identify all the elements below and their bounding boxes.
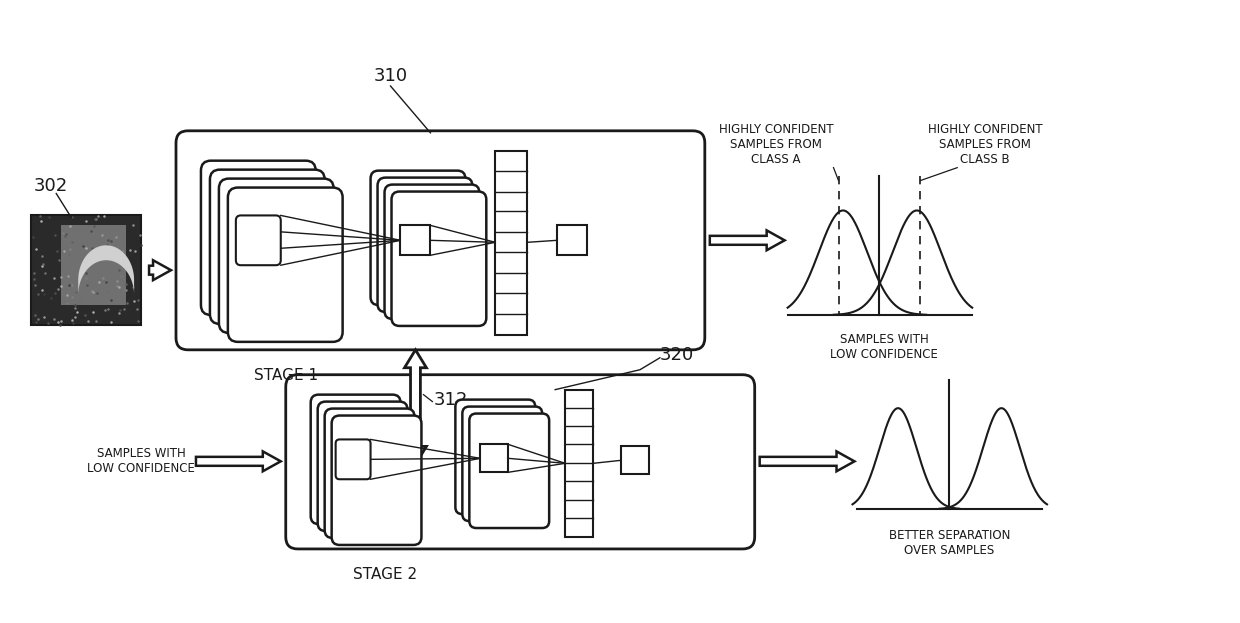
Text: BETTER SEPARATION
OVER SAMPLES: BETTER SEPARATION OVER SAMPLES	[889, 529, 1009, 557]
FancyBboxPatch shape	[201, 161, 316, 315]
Bar	[401, 226, 430, 255]
FancyBboxPatch shape	[317, 402, 408, 531]
Polygon shape	[760, 452, 854, 471]
Polygon shape	[196, 452, 280, 471]
Bar	[565, 389, 593, 537]
FancyBboxPatch shape	[455, 399, 536, 514]
FancyBboxPatch shape	[384, 184, 480, 319]
Text: SAMPLES WITH
LOW CONFIDENCE: SAMPLES WITH LOW CONFIDENCE	[831, 333, 939, 361]
FancyBboxPatch shape	[210, 169, 325, 324]
FancyBboxPatch shape	[377, 178, 472, 312]
FancyBboxPatch shape	[176, 131, 704, 350]
Text: 310: 310	[373, 67, 408, 85]
Bar	[621, 447, 649, 474]
Bar	[495, 151, 527, 335]
Text: 312: 312	[434, 391, 467, 409]
FancyBboxPatch shape	[228, 188, 342, 342]
Polygon shape	[709, 231, 785, 250]
Polygon shape	[404, 350, 427, 464]
Bar	[480, 444, 508, 472]
Text: 320: 320	[660, 346, 694, 364]
PathPatch shape	[78, 245, 134, 295]
FancyBboxPatch shape	[311, 394, 401, 524]
Text: STAGE 2: STAGE 2	[353, 567, 418, 582]
Text: 302: 302	[35, 176, 68, 194]
Bar	[31, 216, 141, 325]
FancyBboxPatch shape	[463, 407, 542, 521]
FancyBboxPatch shape	[371, 171, 465, 305]
Bar	[557, 226, 587, 255]
FancyBboxPatch shape	[285, 374, 755, 549]
FancyBboxPatch shape	[325, 409, 414, 538]
FancyBboxPatch shape	[236, 216, 280, 265]
Polygon shape	[149, 260, 171, 280]
Text: SAMPLES WITH
LOW CONFIDENCE: SAMPLES WITH LOW CONFIDENCE	[87, 447, 195, 475]
FancyBboxPatch shape	[469, 414, 549, 528]
Bar	[61, 226, 126, 305]
FancyBboxPatch shape	[336, 439, 371, 479]
FancyBboxPatch shape	[392, 191, 486, 326]
Text: STAGE 1: STAGE 1	[254, 368, 317, 383]
FancyBboxPatch shape	[331, 416, 422, 545]
Text: HIGHLY CONFIDENT
SAMPLES FROM
CLASS B: HIGHLY CONFIDENT SAMPLES FROM CLASS B	[928, 123, 1043, 166]
Text: HIGHLY CONFIDENT
SAMPLES FROM
CLASS A: HIGHLY CONFIDENT SAMPLES FROM CLASS A	[719, 123, 833, 166]
FancyBboxPatch shape	[219, 179, 334, 333]
